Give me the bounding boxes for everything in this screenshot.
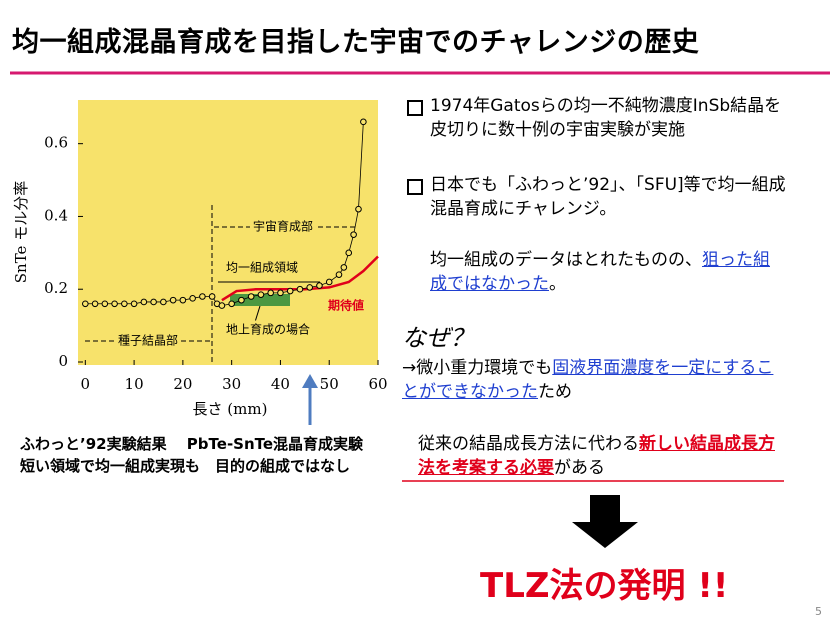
data-point	[228, 300, 235, 308]
page-number: 5	[815, 605, 822, 618]
reason-emphasis: 固液界面濃度を一定にすることができなかった	[402, 358, 774, 402]
data-point	[130, 300, 138, 308]
data-point	[238, 296, 245, 304]
x-tick-label: 20	[173, 375, 192, 393]
data-point	[325, 278, 333, 286]
need-emphasis: 新しい結晶成長方法を考案する必要	[418, 434, 775, 478]
ground-growth-band	[230, 294, 290, 306]
x-axis-label: 長さ (mm)	[193, 400, 268, 418]
data-point	[340, 264, 348, 271]
x-tick-label: 60	[368, 375, 387, 393]
data-point	[257, 291, 265, 298]
data-point	[355, 205, 362, 213]
bullet-box	[407, 179, 423, 195]
note-text: 均一組成のデータはとれたものの、	[430, 250, 702, 270]
need-text: 従来の結晶成長方法に代わる	[418, 434, 639, 454]
reason: →微小重力環境でも固液界面濃度を一定にすることができなかったため	[402, 356, 782, 404]
leader	[254, 305, 261, 323]
data-point	[199, 293, 206, 300]
data-point	[306, 284, 314, 291]
bullet-box	[407, 100, 423, 116]
figure-annotation: 均一組成領域	[226, 260, 298, 275]
x-tick-label: 30	[222, 375, 241, 393]
annotation-bg	[222, 258, 302, 276]
data-point	[296, 285, 304, 293]
data-point	[277, 289, 284, 297]
data-point	[91, 300, 99, 308]
figure-annotation: 宇宙育成部	[253, 219, 313, 234]
note-emphasis: 狙った組成ではなかった	[430, 250, 770, 294]
figure-annotation: 種子結晶部	[118, 333, 178, 348]
x-tick-label: 40	[271, 375, 290, 393]
x-tick-label: 50	[320, 375, 339, 393]
expected-curve	[221, 255, 379, 302]
annotation-bg	[222, 320, 314, 338]
x-tick-label: 0	[81, 375, 91, 393]
figure-caption: ふわっと’92実験結果 PbTe-SnTe混晶育成実験 短い領域で均一組成実現も…	[20, 435, 379, 475]
x-tick-label: 10	[125, 375, 144, 393]
reason-text: ため	[538, 382, 572, 402]
y-axis-label: SnTe モル分率	[12, 181, 30, 283]
need: 従来の結晶成長方法に代わる新しい結晶成長方法を考案する必要がある	[418, 432, 788, 480]
figure-annotation: 期待値	[328, 298, 364, 313]
slide-title: 均一組成混晶育成を目指した宇宙でのチャレンジの歴史	[12, 27, 700, 58]
note-text: 。	[549, 274, 566, 294]
data-point	[82, 300, 89, 308]
annotation-bg	[114, 331, 182, 349]
data-point	[140, 298, 148, 306]
data-point	[267, 289, 274, 297]
data-point	[335, 271, 343, 278]
y-tick-label: 0	[58, 352, 68, 370]
data-point	[350, 231, 357, 238]
conclusion: TLZ法の発明 !!	[480, 566, 729, 606]
data-point	[160, 298, 167, 306]
data-point	[247, 293, 255, 300]
y-tick-label: 0.6	[44, 134, 68, 152]
data-point	[189, 295, 196, 302]
note: 均一組成のデータはとれたものの、狙った組成ではなかった。	[430, 248, 780, 296]
figure-annotation: 地上育成の場合	[226, 322, 310, 337]
data-point	[179, 296, 187, 304]
need-text: がある	[554, 458, 605, 478]
data-point	[360, 118, 367, 126]
data-point	[218, 302, 226, 309]
pointer-arrow-head	[302, 374, 318, 388]
data-point	[316, 282, 323, 289]
bullet: 1974年Gatosらの均一不純物濃度InSb結晶を皮切りに数十例の宇宙実験が実…	[430, 96, 782, 140]
data-point	[169, 296, 177, 304]
data-point	[121, 300, 128, 308]
data-point	[208, 293, 216, 300]
y-tick-label: 0.4	[44, 206, 68, 224]
data-point	[150, 298, 157, 306]
why-heading: なぜ？	[402, 324, 474, 352]
down-arrow	[572, 495, 638, 548]
data-point	[345, 249, 353, 257]
bullet: 日本でも「ふわっと’92」、「SFU]等で均一組成混晶育成にチャレンジ。	[430, 175, 786, 219]
data-point	[101, 300, 109, 308]
reason-text: →微小重力環境でも	[402, 358, 553, 378]
annotation-bg	[249, 217, 317, 235]
data-point	[286, 287, 294, 295]
y-tick-label: 0.2	[44, 279, 68, 297]
data-point	[111, 300, 118, 308]
